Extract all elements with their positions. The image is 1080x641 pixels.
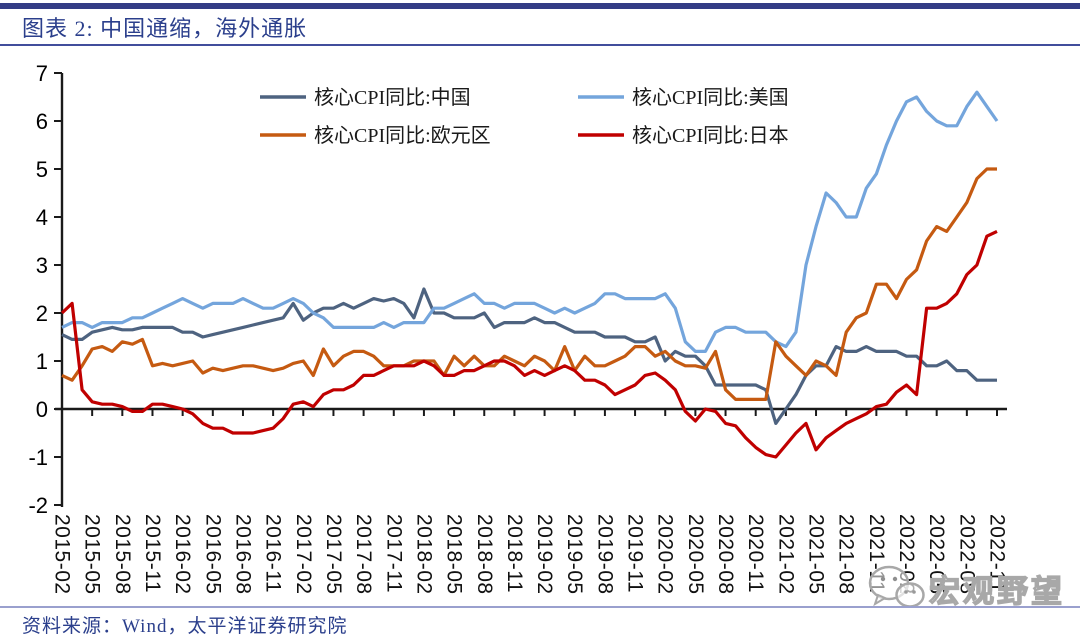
x-tick-label: 2018-02 [412,514,435,595]
y-tick-label: 2 [36,301,48,326]
x-tick-label: 2016-02 [171,514,194,595]
legend-label-us: 核心CPI同比:美国 [632,86,789,109]
x-tick-label: 2018-11 [503,514,526,593]
y-tick-label: -2 [28,493,48,518]
x-tick-label: 2020-08 [714,514,737,595]
y-tick-label: -1 [28,445,48,470]
x-tick-label: 2022-08 [955,514,978,595]
y-tick-label: 4 [36,205,48,230]
x-tick-label: 2015-08 [111,514,134,595]
x-tick-label: 2018-05 [443,514,466,595]
x-tick-label: 2019-05 [563,514,586,595]
y-tick-label: 5 [36,157,48,182]
y-tick-label: 1 [36,349,48,374]
watermark-text: 宏观野望 [928,573,1065,609]
x-tick-label: 2015-11 [141,514,164,593]
x-tick-label: 2018-08 [473,514,496,595]
x-tick-label: 2017-08 [352,514,375,595]
x-tick-label: 2016-08 [231,514,254,595]
x-tick-label: 2022-11 [986,514,1009,593]
legend-label-eurozone: 核心CPI同比:欧元区 [314,124,491,147]
x-tick-label: 2019-08 [593,514,616,595]
x-tick-label: 2017-11 [382,514,405,593]
x-tick-label: 2020-05 [684,514,707,595]
source-note: 资料来源：Wind，太平洋证券研究院 [22,616,348,637]
series-line-japan [60,229,998,459]
y-tick-label: 6 [36,109,48,134]
x-tick-label: 2015-05 [81,514,104,595]
x-tick-label: 2015-02 [51,514,74,595]
x-tick-label: 2017-05 [322,514,345,595]
watermark: 宏观野望 [868,564,1065,612]
x-tick-label: 2021-02 [774,514,797,595]
x-tick-label: 2020-02 [654,514,677,595]
y-tick-label: 3 [36,253,48,278]
x-tick-label: 2017-02 [292,514,315,595]
title-divider [0,44,1080,46]
x-tick-label: 2019-02 [533,514,556,595]
x-tick-label: 2016-11 [262,514,285,593]
x-tick-label: 2021-05 [805,514,828,595]
y-tick-label: 7 [36,61,48,86]
x-tick-label: 2021-08 [835,514,858,595]
y-tick-label: 0 [36,397,48,422]
legend-label-japan: 核心CPI同比:日本 [632,124,789,147]
x-tick-label: 2020-11 [744,514,767,593]
series-line-us [61,90,999,353]
figure-title: 图表 2: 中国通缩，海外通胀 [22,16,308,41]
footer-divider [0,606,1080,608]
x-tick-label: 2016-05 [201,514,224,595]
wechat-icon [868,565,925,608]
series-line-eurozone [61,167,997,401]
top-accent-bar [0,3,1080,9]
x-tick-label: 2022-05 [925,514,948,595]
legend-label-china: 核心CPI同比:中国 [314,86,471,109]
x-tick-label: 2019-11 [624,514,647,593]
